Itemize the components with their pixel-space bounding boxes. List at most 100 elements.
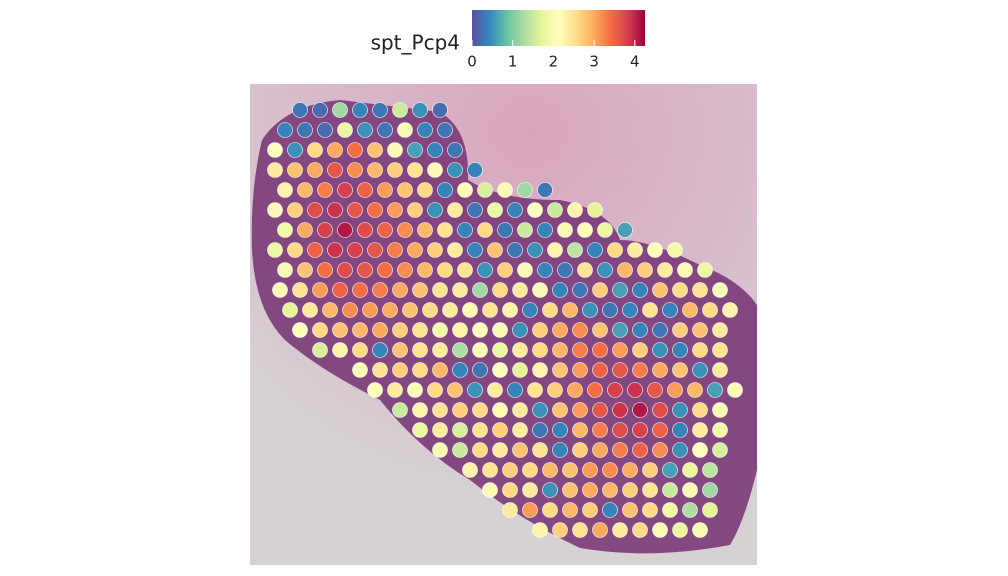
- spot: [667, 242, 683, 258]
- spot: [407, 142, 423, 158]
- spot: [667, 382, 683, 398]
- spot: [662, 482, 678, 498]
- spot: [432, 442, 448, 458]
- spot: [427, 382, 443, 398]
- spot: [347, 142, 363, 158]
- spot: [542, 482, 558, 498]
- spot: [572, 422, 588, 438]
- spot: [387, 382, 403, 398]
- spot: [657, 262, 673, 278]
- spot: [447, 142, 463, 158]
- spot: [552, 282, 568, 298]
- spot: [422, 302, 438, 318]
- spot: [287, 242, 303, 258]
- spot: [647, 242, 663, 258]
- spot: [347, 242, 363, 258]
- spot: [612, 442, 628, 458]
- spot: [687, 382, 703, 398]
- spot: [492, 402, 508, 418]
- colorbar-ticks: 0 1 2 3 4: [467, 40, 640, 71]
- spot: [532, 522, 548, 538]
- spot: [432, 342, 448, 358]
- spot: [497, 182, 513, 198]
- spot: [412, 342, 428, 358]
- spot: [592, 402, 608, 418]
- spot: [367, 382, 383, 398]
- spot: [367, 202, 383, 218]
- spot: [267, 162, 283, 178]
- spot: [587, 202, 603, 218]
- spot: [437, 122, 453, 138]
- spot: [352, 102, 368, 118]
- spot: [602, 302, 618, 318]
- spot: [672, 442, 688, 458]
- spot: [492, 342, 508, 358]
- spot: [702, 462, 718, 478]
- spot: [522, 482, 538, 498]
- spot: [627, 382, 643, 398]
- colorbar: [472, 10, 645, 46]
- spot: [712, 322, 728, 338]
- spot: [337, 182, 353, 198]
- spot: [352, 322, 368, 338]
- spot: [572, 322, 588, 338]
- spot: [432, 402, 448, 418]
- spot: [512, 362, 528, 378]
- spot: [672, 322, 688, 338]
- spot: [482, 462, 498, 478]
- spot: [537, 182, 553, 198]
- spot: [592, 362, 608, 378]
- spot: [502, 462, 518, 478]
- spot: [712, 362, 728, 378]
- spot: [397, 222, 413, 238]
- spot: [417, 222, 433, 238]
- spot: [567, 202, 583, 218]
- spot: [307, 162, 323, 178]
- spot: [592, 442, 608, 458]
- spot: [297, 222, 313, 238]
- spot: [697, 262, 713, 278]
- spot: [417, 182, 433, 198]
- spot: [592, 342, 608, 358]
- spot: [547, 382, 563, 398]
- spot: [507, 382, 523, 398]
- spot: [552, 402, 568, 418]
- spot: [437, 262, 453, 278]
- spot: [287, 162, 303, 178]
- spot: [317, 262, 333, 278]
- spot: [527, 202, 543, 218]
- spot: [652, 522, 668, 538]
- spot: [582, 462, 598, 478]
- spot: [377, 122, 393, 138]
- spot: [652, 362, 668, 378]
- spot: [372, 282, 388, 298]
- spot: [297, 182, 313, 198]
- spot: [692, 442, 708, 458]
- spot: [282, 302, 298, 318]
- spot: [437, 222, 453, 238]
- spot: [412, 422, 428, 438]
- spot: [457, 262, 473, 278]
- spot: [642, 502, 658, 518]
- spot: [387, 162, 403, 178]
- spot: [352, 362, 368, 378]
- spot: [357, 262, 373, 278]
- spot: [622, 482, 638, 498]
- spot: [572, 282, 588, 298]
- spot: [327, 142, 343, 158]
- spot: [392, 402, 408, 418]
- spot: [407, 242, 423, 258]
- spot: [492, 362, 508, 378]
- spot: [587, 382, 603, 398]
- spot: [652, 282, 668, 298]
- spot: [662, 302, 678, 318]
- spot: [602, 502, 618, 518]
- colorbar-tick-label: 4: [630, 53, 640, 71]
- spot: [712, 402, 728, 418]
- spot: [452, 282, 468, 298]
- spot: [452, 362, 468, 378]
- spot: [617, 262, 633, 278]
- spot: [532, 282, 548, 298]
- spot: [692, 422, 708, 438]
- spot: [622, 302, 638, 318]
